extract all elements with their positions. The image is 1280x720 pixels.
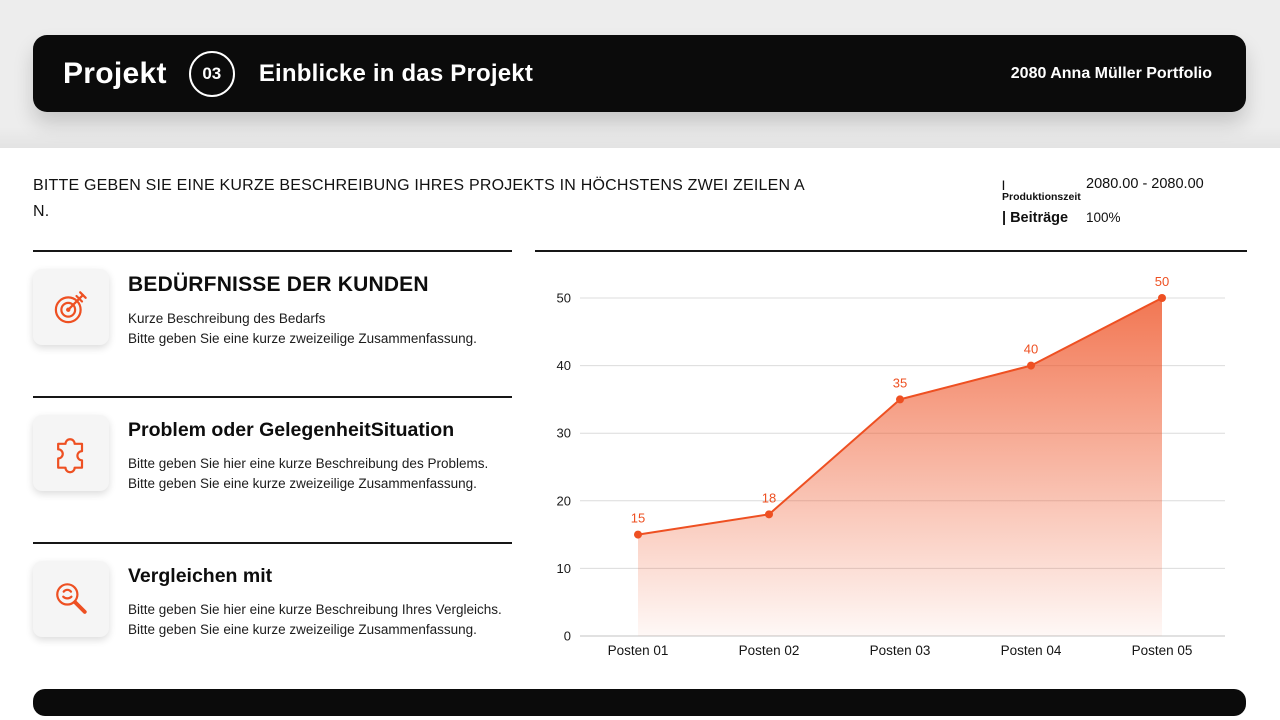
x-axis-label: Posten 05 xyxy=(1132,643,1193,658)
data-point xyxy=(765,510,773,519)
x-axis-label: Posten 02 xyxy=(739,643,800,658)
value-label: 15 xyxy=(631,511,645,526)
area-chart: 0 10 20 30 40 50 15 Posten 01 18 Posten 02 35 Poste… xyxy=(557,274,1225,658)
magnifier-icon xyxy=(56,583,87,614)
stat-label: | Produktionszeit xyxy=(1002,179,1081,203)
page-title: Einblicke in das Projekt xyxy=(258,59,534,87)
x-axis-label: Posten 01 xyxy=(608,643,669,658)
chart-panel: 0 10 20 30 40 50 15 Posten 01 18 Posten 02 35 Poste… xyxy=(535,250,1247,667)
y-tick-label: 0 xyxy=(564,629,571,644)
x-axis-label: Posten 04 xyxy=(1001,643,1062,658)
footer-bar xyxy=(33,689,1246,716)
intro-description: BITTE GEBEN SIE EINE KURZE BESCHREIBUNG … xyxy=(33,173,923,225)
section-title: Problem oder GelegenheitSituation xyxy=(128,419,455,441)
x-axis-label: Posten 03 xyxy=(870,643,931,658)
data-point xyxy=(1027,361,1035,370)
intro-line-2: N. xyxy=(33,203,50,220)
icon-box xyxy=(33,269,109,345)
section-title: Vergleichen mit xyxy=(128,565,273,587)
section-title: BEDÜRFNISSE DER KUNDEN xyxy=(128,273,429,296)
section-line-2: Bitte geben Sie eine kurze zweizeilige Z… xyxy=(128,476,477,491)
portfolio-label: 2080 Anna Müller Portfolio xyxy=(1010,64,1212,82)
value-label: 40 xyxy=(1024,342,1038,357)
project-number-badge: 03 xyxy=(188,50,235,97)
section-line-1: Kurze Beschreibung des Bedarfs xyxy=(128,311,326,326)
section-text: Problem oder GelegenheitSituation Bitte … xyxy=(128,415,488,494)
puzzle-icon xyxy=(57,438,84,474)
brand-title: Projekt xyxy=(63,56,167,90)
section-line-1: Bitte geben Sie hier eine kurze Beschrei… xyxy=(128,602,502,617)
section-text: Vergleichen mit Bitte geben Sie hier ein… xyxy=(128,561,502,640)
section-compare-with: Vergleichen mit Bitte geben Sie hier ein… xyxy=(33,542,512,640)
section-line-1: Bitte geben Sie hier eine kurze Beschrei… xyxy=(128,456,489,471)
header: Projekt 03 Einblicke in das Projekt 2080… xyxy=(33,35,1246,112)
icon-box xyxy=(33,415,109,491)
stat-row-production-time: | Produktionszeit 2080.00 - 2080.00 xyxy=(1002,176,1232,203)
data-point xyxy=(896,395,904,404)
target-icon xyxy=(54,291,87,324)
y-tick-label: 30 xyxy=(557,426,571,441)
section-line-2: Bitte geben Sie eine kurze zweizeilige Z… xyxy=(128,622,477,637)
icon-box xyxy=(33,561,109,637)
stat-row-contributions: | Beiträge 100% xyxy=(1002,210,1232,226)
section-problem-opportunity: Problem oder GelegenheitSituation Bitte … xyxy=(33,396,512,494)
data-point xyxy=(1158,294,1166,302)
stat-value: 100% xyxy=(1086,210,1121,225)
value-label: 18 xyxy=(762,490,776,505)
y-tick-label: 10 xyxy=(557,561,571,576)
stats-block: | Produktionszeit 2080.00 - 2080.00 | Be… xyxy=(1002,176,1232,233)
y-tick-label: 40 xyxy=(557,358,571,373)
value-label: 50 xyxy=(1155,274,1169,289)
stat-value: 2080.00 - 2080.00 xyxy=(1086,176,1204,192)
y-tick-label: 50 xyxy=(557,291,571,306)
stat-label: | Beiträge xyxy=(1002,210,1069,226)
data-point xyxy=(634,530,642,539)
section-text: BEDÜRFNISSE DER KUNDEN Kurze Beschreibun… xyxy=(128,269,477,349)
y-tick-label: 20 xyxy=(557,493,571,508)
intro-line-1: BITTE GEBEN SIE EINE KURZE BESCHREIBUNG … xyxy=(33,177,805,194)
value-label: 35 xyxy=(893,375,907,390)
section-customer-needs: BEDÜRFNISSE DER KUNDEN Kurze Beschreibun… xyxy=(33,250,512,349)
section-line-2: Bitte geben Sie eine kurze zweizeilige Z… xyxy=(128,331,477,346)
area-fill xyxy=(638,298,1162,636)
